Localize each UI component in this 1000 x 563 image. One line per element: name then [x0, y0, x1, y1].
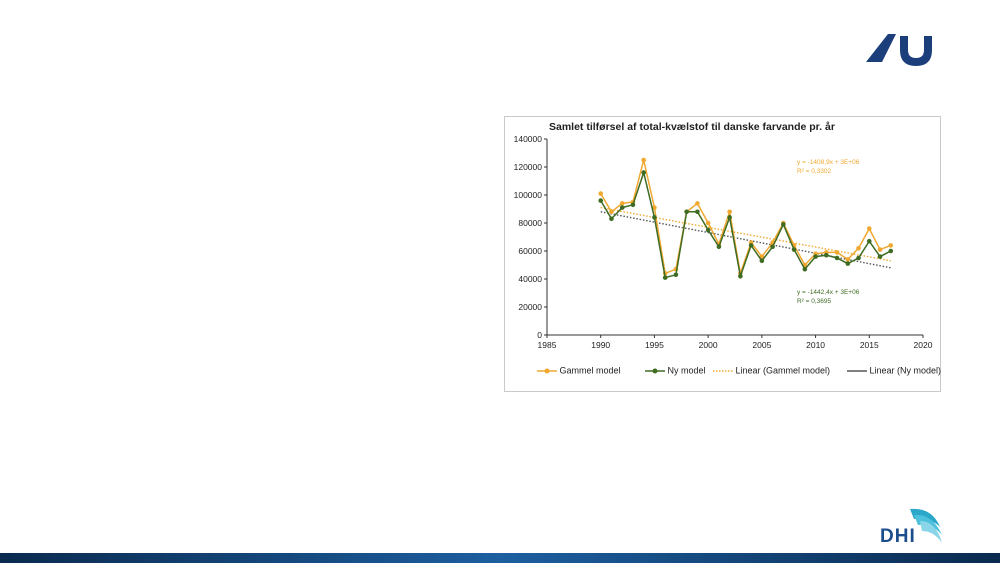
data-point-1 [705, 227, 711, 233]
series-line-0 [600, 159, 892, 277]
data-point-1 [802, 266, 808, 272]
data-point-1 [716, 244, 722, 250]
data-point-1 [813, 254, 818, 259]
x-tick-label: 1995 [645, 340, 664, 350]
legend-item-linear-gammel: Linear (Gammel model) [713, 365, 830, 376]
data-point-1 [770, 244, 775, 250]
au-logo-u-shape [900, 36, 932, 66]
x-tick-label: 1990 [591, 340, 610, 350]
legend-label-ny: Ny model [667, 365, 706, 376]
data-point-0 [759, 254, 765, 259]
y-tick-label: 140000 [514, 134, 543, 144]
regression-annotation: y = -1408,9x + 3E+06 [797, 159, 860, 166]
data-point-0 [652, 205, 657, 210]
legend-swatch-linear-gammel [713, 369, 733, 372]
data-point-0 [695, 201, 700, 206]
x-tick-label: 2015 [860, 340, 879, 350]
x-tick-label: 2000 [699, 340, 718, 350]
data-point-0 [888, 243, 894, 248]
data-point-1 [791, 247, 797, 252]
y-tick-label: 40000 [518, 274, 542, 284]
dhi-wave-icon [910, 508, 942, 543]
data-point-1 [748, 243, 754, 248]
data-point-1 [845, 261, 851, 266]
data-point-1 [630, 202, 636, 208]
y-tick-label: 0 [537, 330, 542, 340]
data-point-0 [598, 191, 604, 196]
x-tick-label: 1985 [538, 340, 557, 350]
data-point-0 [705, 220, 711, 226]
data-point-0 [609, 209, 614, 215]
legend-swatch-ny [645, 368, 665, 374]
y-tick-label: 120000 [514, 162, 543, 172]
data-point-1 [695, 209, 700, 215]
data-point-1 [598, 198, 604, 203]
legend-item-ny: Ny model [645, 365, 706, 376]
data-point-0 [856, 245, 861, 251]
trendline-0 [600, 206, 891, 262]
line-chart: 0 20000 40000 60000 80000 100000 120000 140000 1… [514, 134, 933, 350]
y-tick-label: 100000 [514, 190, 543, 200]
data-point-0 [727, 209, 732, 215]
bottom-bar [0, 553, 1000, 563]
au-logo-a-shape [866, 34, 896, 62]
data-point-1 [609, 216, 614, 222]
data-point-1 [673, 272, 679, 278]
data-point-0 [619, 201, 625, 206]
regression-annotation: y = -1442,4x + 3E+06 [797, 289, 860, 296]
data-point-1 [738, 273, 743, 279]
legend-item-gammel: Gammel model [537, 365, 621, 376]
legend-label-linear-gammel: Linear (Gammel model) [735, 365, 831, 376]
legend-label-linear-ny: Linear (Ny model) [869, 365, 942, 376]
legend-swatch-linear-ny [847, 369, 867, 372]
data-point-0 [641, 157, 646, 163]
regression-annotation: R² = 0,3302 [797, 168, 832, 175]
data-point-1 [652, 215, 657, 220]
data-point-1 [856, 255, 861, 261]
data-point-1 [619, 205, 625, 210]
data-point-0 [845, 257, 851, 262]
data-point-0 [834, 250, 840, 255]
legend-label-gammel: Gammel model [559, 365, 621, 376]
data-point-0 [866, 226, 872, 231]
chart-frame: Samlet tilførsel af total-kvælstof til d… [504, 116, 941, 392]
data-point-1 [641, 170, 646, 175]
data-point-0 [877, 247, 883, 252]
dhi-logo-text: DHI [880, 526, 916, 547]
x-tick-label: 2020 [914, 340, 933, 350]
x-tick-label: 2010 [806, 340, 825, 350]
data-point-1 [727, 215, 732, 220]
y-tick-label: 20000 [518, 302, 542, 312]
data-point-1 [781, 222, 786, 227]
chart-title: Samlet tilførsel af total-kvælstof til d… [549, 121, 835, 133]
data-point-1 [834, 255, 840, 261]
legend-swatch-gammel [537, 368, 557, 374]
series-line-1 [600, 169, 892, 280]
data-point-1 [662, 275, 668, 280]
aarhus-university-logo [866, 34, 932, 66]
data-point-1 [759, 258, 765, 264]
data-point-1 [888, 248, 894, 254]
data-point-1 [877, 254, 883, 259]
data-point-1 [824, 252, 829, 258]
y-tick-label: 80000 [518, 218, 542, 228]
chart-legend: Gammel model Ny model Linear (Gammel mod… [535, 365, 941, 381]
regression-annotation: R² = 0,3695 [797, 298, 832, 305]
data-point-1 [866, 238, 872, 244]
legend-item-linear-ny: Linear (Ny model) [847, 365, 941, 376]
data-point-1 [684, 209, 689, 215]
x-tick-label: 2005 [752, 340, 771, 350]
y-tick-label: 60000 [518, 246, 542, 256]
